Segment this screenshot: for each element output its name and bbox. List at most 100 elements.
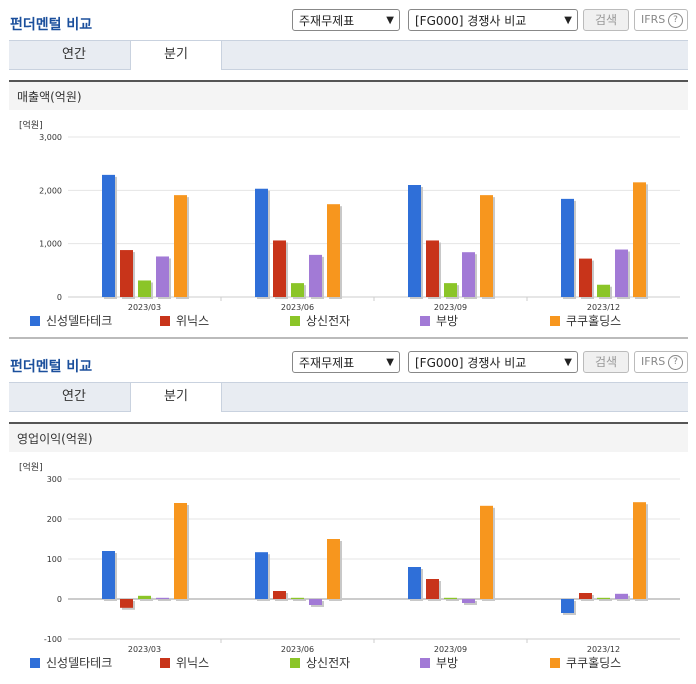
- bar: [327, 204, 340, 297]
- bar: [444, 283, 457, 297]
- ifrs-button[interactable]: IFRS?: [634, 351, 688, 373]
- legend-item: 신성델타테크: [30, 313, 112, 329]
- help-icon[interactable]: ?: [668, 13, 683, 28]
- y-tick-label: 2,000: [39, 186, 62, 195]
- bar: [120, 250, 133, 297]
- bar: [102, 174, 115, 297]
- y-tick-label: 1,000: [39, 240, 62, 249]
- bar: [597, 597, 610, 599]
- tab-quarterly[interactable]: 분기: [130, 40, 222, 70]
- search-button[interactable]: 검색: [583, 351, 629, 373]
- tab-annual[interactable]: 연간: [62, 389, 86, 404]
- legend-label: 위닉스: [176, 314, 210, 328]
- legend-label: 신성델타테크: [46, 656, 113, 670]
- legend-label: 쿠쿠홀딩스: [566, 656, 622, 670]
- chevron-down-icon: ▼: [564, 357, 572, 368]
- legend-label: 쿠쿠홀딩스: [566, 314, 622, 328]
- y-tick-label: 0: [57, 293, 62, 302]
- y-tick-label: 0: [57, 595, 62, 604]
- legend-swatch: [550, 316, 560, 326]
- legend-label: 부방: [436, 656, 459, 670]
- chart-legend: 신성델타테크 위닉스 상신전자 부방 쿠쿠홀딩스: [30, 313, 670, 329]
- bar: [309, 254, 322, 297]
- ifrs-button[interactable]: IFRS?: [634, 9, 688, 31]
- legend-swatch: [290, 658, 300, 668]
- chevron-down-icon: ▼: [386, 357, 394, 368]
- section-title: 영업이익(억원): [9, 422, 688, 452]
- compare-select-value: [FG000] 경쟁사 비교: [415, 356, 527, 370]
- bar: [633, 502, 646, 599]
- x-tick-label: 2023/03: [128, 645, 161, 654]
- y-tick-label: 200: [47, 515, 62, 524]
- bar: [273, 240, 286, 297]
- bar: [291, 283, 304, 297]
- chevron-down-icon: ▼: [386, 15, 394, 26]
- period-tabs: 연간 분기: [9, 382, 688, 412]
- tab-quarterly[interactable]: 분기: [130, 382, 222, 412]
- bar: [156, 256, 169, 297]
- bar: [138, 595, 151, 599]
- bar-shadow: [446, 599, 459, 601]
- legend-swatch: [160, 658, 170, 668]
- y-tick-label: 300: [47, 475, 62, 484]
- ifrs-label: IFRS: [641, 355, 666, 368]
- chart-legend: 신성델타테크 위닉스 상신전자 부방 쿠쿠홀딩스: [30, 655, 670, 671]
- legend-label: 위닉스: [176, 656, 210, 670]
- legend-swatch: [30, 316, 40, 326]
- legend-swatch: [420, 316, 430, 326]
- compare-select[interactable]: [FG000] 경쟁사 비교 ▼: [408, 9, 578, 31]
- bar: [327, 539, 340, 599]
- bar: [426, 240, 439, 297]
- bar: [309, 599, 322, 605]
- operating-income-bar-chart: -100 0 100 200 300 2023/03 2023/06 2023/09 2023/…: [44, 475, 680, 654]
- tab-annual[interactable]: 연간: [62, 47, 86, 62]
- bar: [462, 252, 475, 297]
- x-tick-label: 2023/12: [587, 645, 620, 654]
- statement-select[interactable]: 주재무제표 ▼: [292, 351, 400, 373]
- legend-swatch: [550, 658, 560, 668]
- unit-label: [억원]: [19, 121, 43, 131]
- fundamental-panel-operating-income: 펀더멘털 비교 주재무제표 ▼ [FG000] 경쟁사 비교 ▼ 검색 IFRS? …: [0, 342, 696, 684]
- statement-select-value: 주재무제표: [299, 356, 355, 370]
- bar-shadow: [158, 599, 171, 601]
- legend-item: 상신전자: [290, 313, 350, 329]
- statement-select[interactable]: 주재무제표 ▼: [292, 9, 400, 31]
- bar: [174, 195, 187, 297]
- bar-shadow: [293, 599, 306, 601]
- bar: [120, 599, 133, 608]
- divider: [9, 337, 688, 339]
- bar: [615, 593, 628, 599]
- legend-label: 상신전자: [306, 656, 351, 670]
- legend-item: 쿠쿠홀딩스: [550, 655, 621, 671]
- legend-swatch: [160, 316, 170, 326]
- panel-title: 펀더멘털 비교: [10, 17, 93, 33]
- x-tick-label: 2023/09: [434, 645, 467, 654]
- legend-item: 상신전자: [290, 655, 350, 671]
- bar: [156, 597, 169, 599]
- legend-item: 부방: [420, 655, 458, 671]
- bar: [408, 567, 421, 599]
- bar: [633, 182, 646, 297]
- y-tick-label: 3,000: [39, 133, 62, 142]
- bar: [255, 552, 268, 599]
- bar: [561, 198, 574, 297]
- bar: [579, 593, 592, 599]
- legend-item: 부방: [420, 313, 458, 329]
- legend-item: 신성델타테크: [30, 655, 112, 671]
- legend-label: 부방: [436, 314, 459, 328]
- legend-swatch: [290, 316, 300, 326]
- compare-select[interactable]: [FG000] 경쟁사 비교 ▼: [408, 351, 578, 373]
- legend-label: 상신전자: [306, 314, 351, 328]
- ifrs-label: IFRS: [641, 13, 666, 26]
- x-tick-label: 2023/06: [281, 303, 314, 312]
- bar: [561, 599, 574, 613]
- x-tick-label: 2023/03: [128, 303, 161, 312]
- search-button[interactable]: 검색: [583, 9, 629, 31]
- bar-shadow: [599, 599, 612, 601]
- y-tick-label: 100: [47, 555, 62, 564]
- statement-select-value: 주재무제표: [299, 14, 355, 28]
- bar: [138, 280, 151, 297]
- help-icon[interactable]: ?: [668, 355, 683, 370]
- bar: [291, 597, 304, 599]
- x-tick-label: 2023/06: [281, 645, 314, 654]
